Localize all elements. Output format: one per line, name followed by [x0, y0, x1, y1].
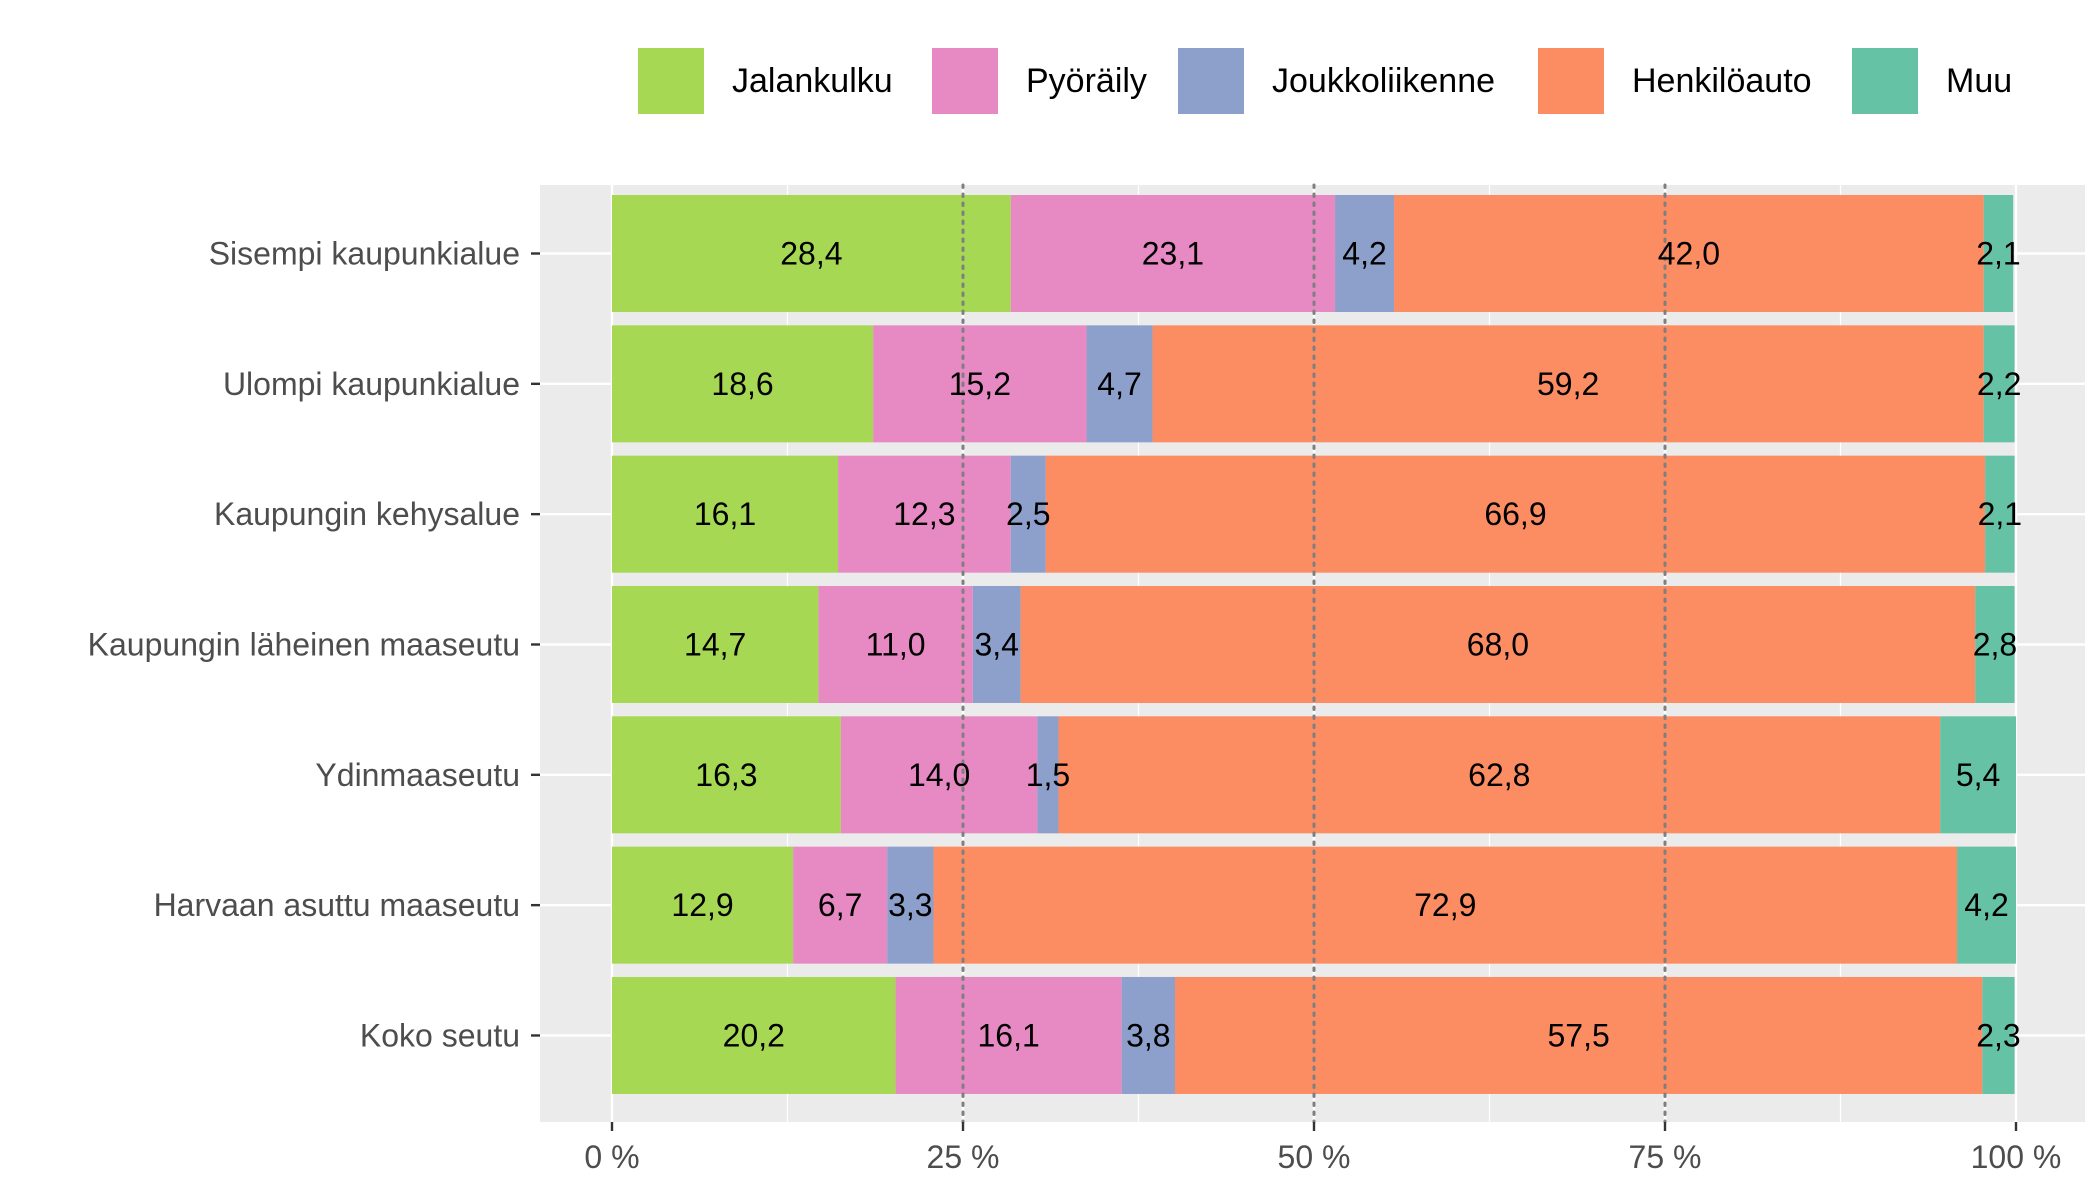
- legend-label: Muu: [1946, 62, 2012, 100]
- bar-value-label: 2,5: [1006, 496, 1050, 532]
- legend-key-henkiloauto: [1538, 48, 1604, 114]
- bar-henkiloauto: [1152, 325, 1984, 443]
- x-axis: 0 % 25 % 50 % 75 % 100 %: [584, 1122, 2061, 1175]
- legend-label: Pyöräily: [1026, 62, 1147, 100]
- x-tick-label: 75 %: [1629, 1139, 1702, 1175]
- bar-henkiloauto: [1020, 585, 1976, 703]
- bar-value-label: 72,9: [1414, 887, 1476, 923]
- bar-jalankulku: [612, 455, 839, 573]
- bar-pyoraily: [1010, 195, 1336, 312]
- bar-value-label: 3,8: [1126, 1017, 1170, 1053]
- bar-value-label: 15,2: [949, 366, 1011, 402]
- bar-value-label: 42,0: [1658, 236, 1720, 272]
- x-tick-label: 100 %: [1971, 1139, 2062, 1175]
- bar-labels: 28,4 23,1 4,2 42,0 2,1 18,6 15,2 4,7 59,2 2,2 16,1…: [671, 236, 2022, 1054]
- bar-jalankulku: [612, 585, 819, 703]
- category-label: Sisempi kaupunkialue: [209, 236, 520, 272]
- bar-henkiloauto: [1058, 716, 1941, 834]
- bar-joukkoliikenne: [887, 846, 934, 964]
- bar-joukkoliikenne: [1335, 195, 1395, 312]
- bar-joukkoliikenne: [1086, 325, 1153, 443]
- bar-value-label: 4,2: [1342, 236, 1386, 272]
- legend-label: Joukkoliikenne: [1272, 62, 1495, 100]
- legend-label: Henkilöauto: [1632, 62, 1812, 100]
- bar-value-label: 4,7: [1097, 366, 1141, 402]
- category-label: Kaupungin läheinen maaseutu: [88, 626, 520, 662]
- x-tick-label: 25 %: [927, 1139, 1000, 1175]
- bar-value-label: 14,7: [684, 626, 746, 662]
- category-label: Ydinmaaseutu: [315, 757, 520, 793]
- bar-value-label: 2,1: [1978, 496, 2022, 532]
- bar-henkiloauto: [1045, 455, 1986, 573]
- bar-value-label: 16,1: [694, 496, 756, 532]
- x-tick-label: 0 %: [584, 1139, 639, 1175]
- legend-key-muu: [1852, 48, 1918, 114]
- bar-pyoraily: [818, 585, 973, 703]
- legend: Jalankulku Pyöräily Joukkoliikenne Henkilöa…: [638, 48, 2012, 114]
- bar-henkiloauto: [1394, 195, 1984, 312]
- bar-pyoraily: [873, 325, 1087, 443]
- bar-joukkoliikenne: [1010, 455, 1046, 573]
- bar-pyoraily: [838, 455, 1011, 573]
- bar-joukkoliikenne: [1121, 976, 1176, 1094]
- bar-value-label: 62,8: [1468, 757, 1530, 793]
- category-label: Kaupungin kehysalue: [214, 496, 520, 532]
- bar-value-label: 4,2: [1964, 887, 2008, 923]
- bar-value-label: 6,7: [818, 887, 862, 923]
- bar-pyoraily: [895, 976, 1122, 1094]
- bar-value-label: 16,3: [695, 757, 757, 793]
- bar-jalankulku: [612, 846, 794, 964]
- bar-value-label: 20,2: [723, 1017, 785, 1053]
- legend-key-pyoraily: [932, 48, 998, 114]
- bar-value-label: 23,1: [1142, 236, 1204, 272]
- legend-key-jalankulku: [638, 48, 704, 114]
- bar-muu: [1985, 455, 2015, 573]
- reference-lines: [961, 183, 1667, 1124]
- bar-value-label: 2,1: [1976, 236, 2020, 272]
- bar-value-label: 3,3: [888, 887, 932, 923]
- bar-value-label: 59,2: [1537, 366, 1599, 402]
- legend-label: Jalankulku: [732, 62, 893, 100]
- bar-jalankulku: [612, 325, 874, 443]
- bar-value-label: 5,4: [1956, 757, 2000, 793]
- bar-value-label: 11,0: [866, 626, 926, 662]
- bar-value-label: 68,0: [1467, 626, 1529, 662]
- bar-muu: [1957, 846, 2016, 964]
- bars: [612, 195, 2016, 1094]
- bar-value-label: 66,9: [1484, 496, 1546, 532]
- bar-value-label: 12,9: [671, 887, 733, 923]
- bar-pyoraily: [793, 846, 888, 964]
- bar-henkiloauto: [1175, 976, 1983, 1094]
- bar-muu: [1982, 976, 2015, 1094]
- x-tick-label: 50 %: [1278, 1139, 1351, 1175]
- bar-henkiloauto: [933, 846, 1958, 964]
- y-axis: Sisempi kaupunkialue Ulompi kaupunkialue K…: [88, 236, 540, 1053]
- bar-value-label: 2,2: [1977, 366, 2021, 402]
- bar-jalankulku: [612, 195, 1011, 312]
- bar-joukkoliikenne: [972, 585, 1021, 703]
- bar-value-label: 16,1: [977, 1017, 1039, 1053]
- legend-key-joukkoliikenne: [1178, 48, 1244, 114]
- bar-value-label: 14,0: [908, 757, 970, 793]
- category-label: Koko seutu: [360, 1017, 520, 1053]
- bar-value-label: 2,8: [1973, 626, 2017, 662]
- bar-value-label: 12,3: [893, 496, 955, 532]
- bar-muu: [1975, 585, 2015, 703]
- bar-pyoraily: [840, 716, 1038, 834]
- bar-jalankulku: [612, 716, 841, 834]
- bar-value-label: 3,4: [974, 626, 1018, 662]
- bar-muu: [1940, 716, 2016, 834]
- bar-joukkoliikenne: [1037, 716, 1059, 834]
- category-label: Harvaan asuttu maaseutu: [154, 887, 520, 923]
- bar-muu: [1983, 325, 2015, 443]
- bar-value-label: 1,5: [1026, 757, 1070, 793]
- bar-jalankulku: [612, 976, 896, 1094]
- bar-value-label: 18,6: [711, 366, 773, 402]
- category-label: Ulompi kaupunkialue: [223, 366, 520, 402]
- bar-muu: [1983, 195, 2014, 312]
- bar-value-label: 2,3: [1976, 1017, 2020, 1053]
- bar-value-label: 28,4: [780, 236, 842, 272]
- bar-value-label: 57,5: [1548, 1017, 1610, 1053]
